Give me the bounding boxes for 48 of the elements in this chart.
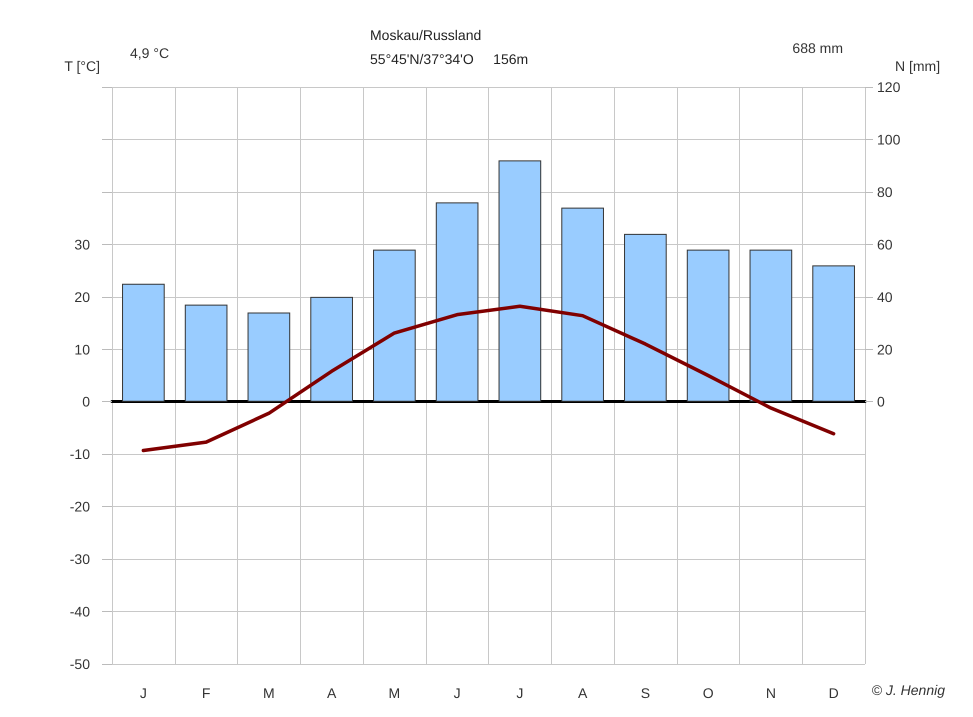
- bar: [373, 250, 416, 402]
- y-tick-label: 20: [74, 288, 90, 305]
- text: 4,9 °C: [130, 45, 170, 61]
- y2-tick-label: 40: [877, 288, 893, 305]
- text: 688 mm: [792, 40, 844, 56]
- y-tick-label: 30: [74, 236, 90, 252]
- x-tick-label: A: [578, 685, 588, 701]
- x-tick-label: M: [263, 685, 275, 701]
- x-tick-label: J: [454, 685, 461, 701]
- line-series: [142, 304, 836, 452]
- y2-tick-label: 0: [877, 394, 885, 410]
- bar: [686, 250, 730, 402]
- y-tick-label: -50: [70, 656, 90, 672]
- bar: [436, 202, 478, 402]
- y-tick-label: -20: [70, 498, 90, 515]
- bar: [624, 234, 667, 402]
- y2-tick-label: 80: [877, 184, 893, 200]
- x-tick-label: D: [828, 685, 839, 701]
- bar: [561, 208, 604, 402]
- bar: [812, 265, 855, 402]
- y-tick-label: -40: [70, 604, 90, 620]
- bar: [750, 250, 792, 402]
- text: © J. Hennig: [872, 682, 946, 698]
- bar: [310, 296, 353, 402]
- bar: [122, 284, 165, 402]
- chart-title: Moskau/Russland: [370, 27, 482, 43]
- x-tick-label: A: [326, 685, 337, 701]
- y-tick-label: -30: [70, 551, 90, 568]
- x-tick-label: F: [202, 685, 210, 701]
- y2-tick-label: 20: [877, 341, 893, 358]
- x-tick-label: O: [702, 685, 714, 701]
- x-tick-label: S: [640, 685, 650, 701]
- bar: [248, 312, 290, 402]
- y-axis-title: T [°C]: [64, 58, 100, 74]
- x-tick-label: N: [766, 685, 776, 701]
- y2-tick-label: 120: [877, 79, 901, 95]
- y-tick-label: 0: [82, 394, 90, 410]
- bar: [498, 160, 542, 402]
- x-tick-label: J: [516, 685, 524, 701]
- y-tick-label: -10: [70, 446, 90, 462]
- chart-subtitle: 55°45'N/37°34'O 156m: [370, 51, 528, 67]
- y2-tick-label: 60: [877, 236, 893, 252]
- bar: [184, 304, 228, 402]
- y2-axis-title: N [mm]: [895, 58, 940, 74]
- x-tick-label: M: [388, 685, 400, 701]
- y-tick-label: 10: [74, 341, 90, 358]
- y2-tick-label: 100: [877, 131, 901, 148]
- x-tick-label: J: [140, 685, 147, 701]
